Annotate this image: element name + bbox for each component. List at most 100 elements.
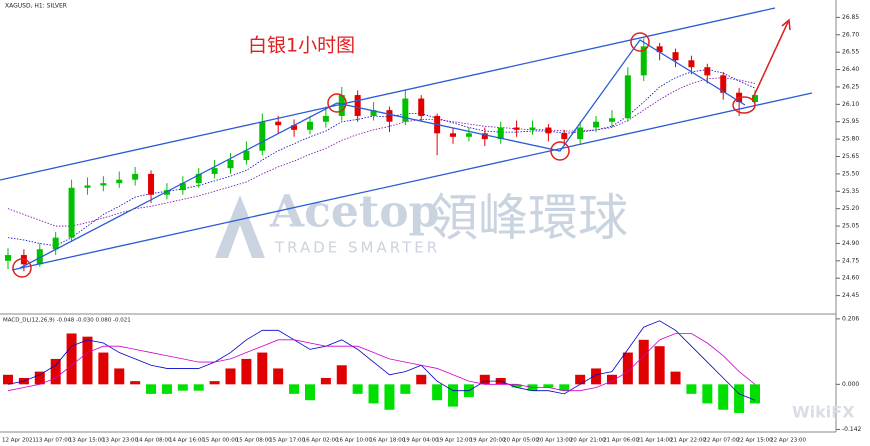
candle-body — [100, 183, 107, 186]
candle-body — [211, 168, 218, 174]
candle-body — [577, 127, 584, 140]
y-tick-label: 24.45 — [842, 292, 859, 299]
zigzag — [19, 39, 746, 269]
y-tick-label: 25.80 — [842, 136, 859, 143]
circle — [550, 141, 570, 161]
histogram-bar — [559, 384, 570, 391]
watermark-text: Acetop — [269, 187, 439, 238]
histogram-bar — [66, 333, 77, 385]
y-tick-label: 25.65 — [842, 153, 859, 160]
candle-body — [116, 179, 123, 184]
candle-body — [163, 190, 170, 195]
histogram-bar — [686, 384, 697, 394]
y-tick-label: 24.75 — [842, 257, 859, 264]
channel-upper — [0, 7, 776, 181]
histogram-bar — [352, 384, 363, 394]
y-tick-label: 26.55 — [842, 49, 859, 56]
x-tick-label: 16 Apr 02:00 — [303, 438, 339, 444]
histogram-bar — [448, 384, 459, 407]
histogram-bar — [225, 368, 236, 385]
x-tick-label: 19 Apr 04:00 — [403, 438, 439, 444]
histogram-bar — [432, 384, 443, 401]
histogram-bar — [400, 384, 411, 394]
histogram-bar — [734, 384, 745, 413]
trend-lines — [0, 7, 813, 271]
candle-body — [227, 159, 234, 169]
macd-label: MACD_DL(12,26,9) -0.048 -0.030 0.080 -0.… — [3, 318, 131, 324]
candle-body — [593, 121, 600, 128]
candle-body — [354, 95, 361, 116]
candle-body — [52, 237, 59, 250]
x-tick-label: 22 Apr 23:00 — [770, 438, 806, 444]
histogram-bar — [3, 374, 13, 385]
x-tick-label: 22 Apr 07:00 — [703, 438, 739, 444]
x-tick-label: 21 Apr 14:00 — [637, 438, 673, 444]
x-tick-label: 14 Apr 16:00 — [169, 438, 205, 444]
candle-body — [291, 125, 298, 130]
annotation: 白银1小时图 — [248, 35, 355, 57]
histogram-bar — [638, 339, 649, 385]
candle-body — [259, 121, 266, 151]
candle-body — [656, 46, 663, 53]
histogram-bar — [50, 358, 61, 385]
candle-body — [370, 110, 377, 116]
x-tick-label: 14 Apr 08:00 — [136, 438, 172, 444]
histogram-bar — [289, 384, 300, 394]
x-tick-label: 16 Apr 18:00 — [369, 438, 405, 444]
histogram-bar — [193, 384, 204, 391]
candle-body — [704, 67, 711, 76]
x-tick-label: 13 Apr 15:00 — [69, 438, 105, 444]
histogram-bar — [575, 374, 586, 385]
y-tick-label: 26.25 — [842, 83, 859, 90]
y-tick-label: 25.50 — [842, 170, 859, 177]
candle-body — [386, 110, 393, 122]
histogram-bar — [114, 368, 125, 385]
candle-body — [36, 249, 43, 265]
y-tick-label: 26.85 — [842, 14, 859, 21]
highlights — [12, 18, 791, 278]
x-tick-label: 22 Apr 15:00 — [737, 438, 773, 444]
histogram-bar — [384, 384, 395, 410]
histogram-bar — [146, 384, 157, 394]
circle — [732, 96, 756, 114]
candle-body — [450, 133, 457, 137]
histogram-bar — [209, 381, 220, 385]
candle-body — [132, 173, 139, 180]
x-tick-label: 12 Apr 2021 — [2, 438, 36, 444]
indicator-line — [7, 320, 756, 401]
x-tick-label: 13 Apr 07:00 — [35, 438, 71, 444]
watermark-logo — [215, 195, 265, 258]
candle-body — [275, 121, 282, 126]
x-tick-label: 15 Apr 00:00 — [202, 438, 238, 444]
candle-body — [688, 60, 695, 68]
candle-body — [752, 95, 758, 103]
candle-body — [338, 95, 345, 116]
candle-body — [497, 127, 504, 140]
y-tick-label: 25.35 — [842, 188, 859, 195]
histogram-bar — [368, 384, 379, 404]
histogram-bar — [416, 374, 427, 385]
histogram-bar — [591, 368, 602, 385]
candle-body — [418, 98, 425, 116]
candle-body — [529, 127, 536, 130]
watermark: Acetop 領峰環球 TRADE SMARTER — [215, 187, 628, 258]
histogram-bar — [654, 346, 665, 385]
histogram-bar — [622, 352, 633, 385]
histogram-bar — [241, 358, 252, 385]
histogram-bar — [606, 374, 617, 385]
circle — [630, 32, 650, 52]
y-tick-label: 26.70 — [842, 31, 859, 38]
candle-body — [148, 173, 155, 195]
arrow — [751, 21, 789, 101]
candle-body — [640, 46, 647, 76]
histogram-bar — [257, 352, 268, 385]
x-tick-label: 19 Apr 20:00 — [470, 438, 506, 444]
x-tick-label: 19 Apr 12:00 — [436, 438, 472, 444]
y-tick-label: -0.142 — [842, 426, 862, 433]
x-tick-label: 15 Apr 17:00 — [269, 438, 305, 444]
candle-body — [68, 187, 75, 238]
candle-body — [306, 121, 313, 130]
circle — [327, 93, 347, 113]
